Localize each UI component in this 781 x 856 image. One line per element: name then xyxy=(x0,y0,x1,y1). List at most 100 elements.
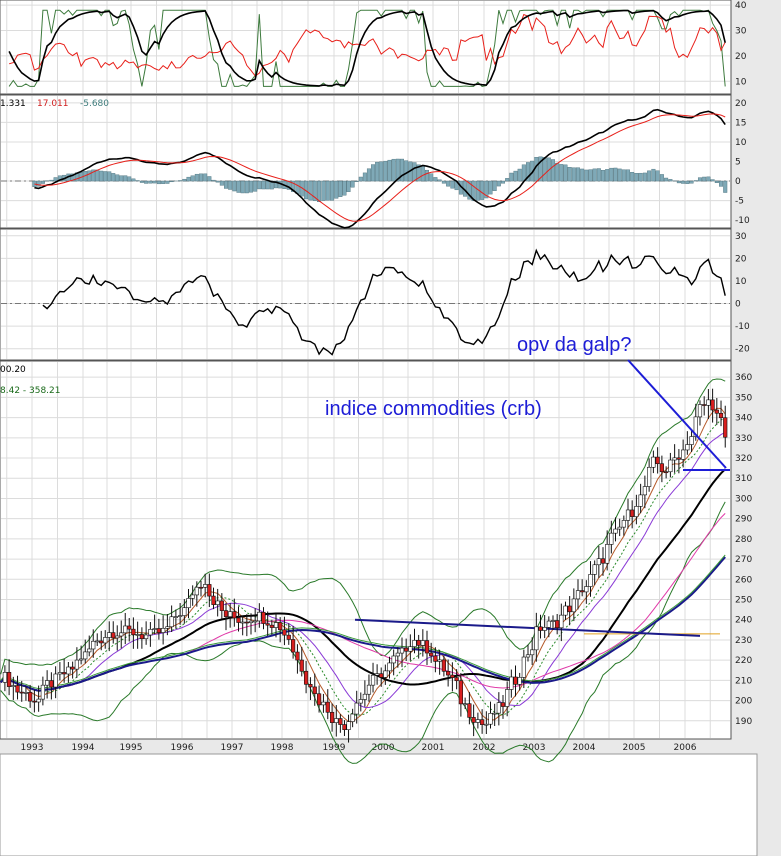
macd-histogram-bar xyxy=(325,180,330,201)
candle-down xyxy=(342,724,347,730)
macd-histogram-bar xyxy=(659,174,664,182)
macd-line xyxy=(34,108,726,229)
macd-histogram-bar xyxy=(509,172,514,182)
candle-down xyxy=(424,640,430,654)
candle-up xyxy=(395,652,400,657)
candle-down xyxy=(308,684,313,688)
macd-histogram-bar xyxy=(346,180,351,192)
momentum-line xyxy=(42,248,726,356)
macd-histogram-bar xyxy=(99,170,104,182)
macd-histogram-bar xyxy=(446,180,451,187)
macd-histogram-bar xyxy=(131,178,136,182)
macd-histogram-bar xyxy=(513,170,518,182)
macd-histogram-bar xyxy=(366,168,371,182)
y-tick-label-momentum: 10 xyxy=(735,277,747,287)
macd-histogram-bar xyxy=(676,180,681,184)
candle-up xyxy=(383,670,388,678)
candle-up xyxy=(103,637,108,644)
macd-histogram-bar xyxy=(621,169,626,182)
candle-down xyxy=(207,584,212,597)
macd-histogram-bar xyxy=(152,180,157,184)
candle-down xyxy=(261,611,266,624)
ma-10 xyxy=(0,418,726,716)
grid-lines xyxy=(1,1,730,738)
candle-down xyxy=(702,404,707,406)
candle-up xyxy=(672,457,677,461)
candle-up xyxy=(685,444,690,451)
macd-histogram-bar xyxy=(420,166,425,182)
candle-up xyxy=(186,598,191,609)
macd-histogram-bar xyxy=(702,176,707,182)
macd-histogram-bar xyxy=(362,172,367,182)
stochastic-red xyxy=(8,13,726,77)
candle-down xyxy=(655,456,660,465)
macd-histogram-bar xyxy=(391,158,396,182)
x-tick-label: 2006 xyxy=(674,743,697,753)
candle-up xyxy=(681,449,686,460)
y-axes: 40 30 20 10 20 15 10 5 0 -5 -10 30 20 10 0 -10 -20 360 350… xyxy=(735,1,752,727)
candle-up xyxy=(530,649,535,656)
y-tick-label-stochastic: 10 xyxy=(735,77,747,87)
candle-up xyxy=(638,494,643,507)
macd-histogram-bar xyxy=(383,160,388,182)
macd-histogram-bar xyxy=(719,180,724,187)
price-header-range: 8.42 - 358.21 xyxy=(0,386,61,396)
candle-up xyxy=(484,723,489,726)
candle-down xyxy=(269,624,274,628)
macd-histogram-bar xyxy=(404,160,409,182)
candle-up xyxy=(40,684,45,700)
candle-up xyxy=(115,635,120,639)
macd-histogram-bar xyxy=(95,169,100,182)
x-tick-label: 1994 xyxy=(72,743,95,753)
macd-histogram-bar xyxy=(697,177,702,182)
macd-histogram-bar xyxy=(655,170,660,182)
macd-histogram-bar xyxy=(488,180,493,195)
macd-histogram-bar xyxy=(647,170,652,182)
macd-histogram-bar xyxy=(144,180,149,184)
candle-up xyxy=(596,558,601,566)
bottom-empty-panel xyxy=(0,753,758,856)
macd-histogram-bar xyxy=(605,169,610,182)
candle-up xyxy=(621,520,626,528)
candle-down xyxy=(580,590,585,593)
macd-histogram-bar xyxy=(416,164,421,182)
macd-histogram-bar xyxy=(429,173,434,182)
candle-down xyxy=(416,640,421,646)
y-tick-label-price: 210 xyxy=(735,676,752,686)
y-tick-label-price: 290 xyxy=(735,515,752,525)
macd-histogram-bar xyxy=(211,179,216,182)
macd-signal-line xyxy=(34,113,726,222)
y-tick-label-momentum: -20 xyxy=(735,345,750,355)
y-tick-label-macd: 20 xyxy=(735,99,747,109)
candle-down xyxy=(664,471,669,474)
candle-up xyxy=(74,659,79,670)
candle-down xyxy=(7,672,12,687)
candle-down xyxy=(236,617,241,623)
candle-down xyxy=(316,693,322,706)
macd-histogram-bar xyxy=(127,176,132,182)
bollinger-lower xyxy=(0,501,726,764)
candle-up xyxy=(135,634,140,636)
y-tick-label-price: 250 xyxy=(735,596,752,606)
macd-histogram-bar xyxy=(203,173,208,182)
annotation-crb-title: indice commodities (crb) xyxy=(325,398,542,420)
candle-down xyxy=(567,605,572,613)
candle-down xyxy=(710,399,715,411)
bollinger-upper xyxy=(0,378,726,675)
y-tick-label-price: 240 xyxy=(735,616,752,626)
candle-up xyxy=(463,703,468,705)
macd-histogram-bar xyxy=(433,177,438,182)
macd-histogram-bar xyxy=(375,161,380,182)
candle-up xyxy=(542,627,547,631)
candle-down xyxy=(278,622,283,631)
candle-down xyxy=(500,702,506,707)
x-tick-label: 2004 xyxy=(573,743,596,753)
macd-histogram-bar xyxy=(49,179,54,182)
macd-histogram-bar xyxy=(521,164,526,182)
candle-up xyxy=(509,676,514,690)
candle-up xyxy=(87,648,92,653)
candle-up xyxy=(375,673,380,676)
candle-up xyxy=(66,666,71,675)
x-tick-label: 2005 xyxy=(623,743,646,753)
macd-histogram-bar xyxy=(638,172,643,182)
